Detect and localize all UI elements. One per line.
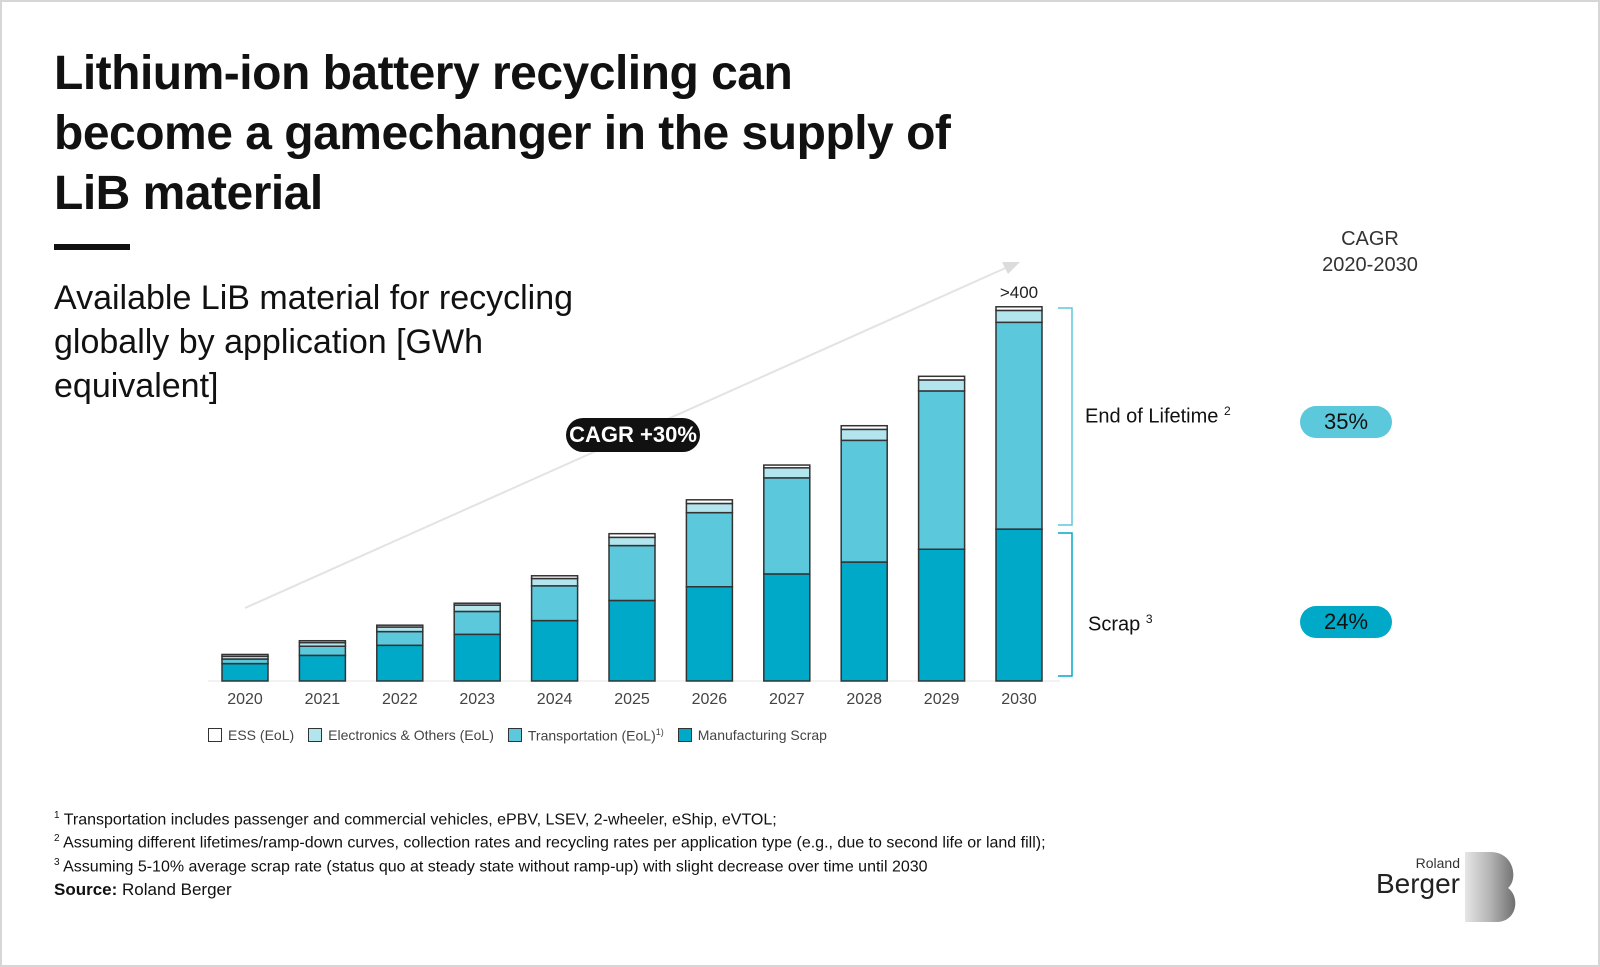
bar-segment-transportation-eol-2023 — [453, 610, 501, 636]
legend-label: ESS (EoL) — [228, 727, 295, 744]
bar-segment-manufacturing-scrap2029 — [917, 548, 966, 682]
roland-berger-b-mark — [1465, 852, 1516, 922]
bar-segment-electronics-others-eol-2023 — [453, 604, 501, 613]
cagr-header: CAGR 2020-2030 — [1270, 226, 1470, 278]
legend-item: ESS (EoL) — [208, 727, 294, 744]
footnote-2: 2 Assuming different lifetimes/ramp-down… — [54, 833, 1046, 852]
scrap-label-text: Scrap — [1088, 613, 1141, 636]
x-tick-label: 2027 — [769, 691, 805, 708]
legend-label: Electronics & Others (EoL) — [328, 727, 494, 744]
bar-segment-electronics-others-eol-2030 — [995, 309, 1043, 324]
overall-cagr-badge: CAGR +30% — [566, 418, 700, 452]
legend-label: Transportation (EoL)1) — [527, 727, 664, 744]
x-tick-label: 2021 — [305, 691, 341, 708]
source-label: Source: — [54, 880, 118, 899]
legend-item: Electronics & Others (EoL) — [308, 727, 494, 744]
scrap-cagr-badge: 24% — [1300, 606, 1392, 638]
eol-label-text: End of Lifetime — [1085, 405, 1219, 428]
bar-segment-transportation-eol-2022 — [376, 630, 424, 647]
bar-segment-manufacturing-scrap2030 — [995, 528, 1043, 682]
bar-segment-manufacturing-scrap2021 — [298, 654, 347, 682]
bar-segment-transportation-eol-2030 — [995, 321, 1043, 530]
bar-segment-transportation-eol-2027 — [763, 477, 811, 575]
x-tick-label: 2024 — [537, 691, 573, 708]
logo-line1: Roland — [1415, 855, 1460, 871]
bar-segment-ess-eol-2020 — [221, 653, 269, 658]
bar-segment-manufacturing-scrap2023 — [453, 633, 501, 682]
x-tick-label: 2025 — [614, 691, 650, 708]
legend-swatch — [677, 728, 692, 743]
eol-cagr-badge: 35% — [1300, 406, 1392, 438]
chart-subtitle: Available LiB material for recycling glo… — [54, 279, 574, 405]
source-line: Source: Roland Berger — [54, 880, 232, 900]
bar-segment-electronics-others-eol-2025 — [608, 536, 656, 547]
bar-segment-transportation-eol-2021 — [298, 645, 347, 657]
legend-item: Transportation (EoL)1) — [507, 727, 664, 744]
bar-segment-transportation-eol-2025 — [608, 544, 656, 602]
legend-item: Manufacturing Scrap — [677, 727, 827, 744]
bar-segment-electronics-others-eol-2028 — [840, 428, 888, 442]
cagr-header-line2: 2020-2030 — [1322, 254, 1418, 276]
legend-label: Manufacturing Scrap — [697, 727, 827, 744]
source-text: Roland Berger — [122, 880, 232, 899]
bar-segment-transportation-eol-2028 — [840, 439, 888, 563]
x-tick-label: 2030 — [1001, 691, 1037, 708]
bar-segment-ess-eol-2025 — [608, 532, 656, 539]
bar-segment-electronics-others-eol-2024 — [530, 577, 579, 587]
page-title: Lithium-ion battery recycling can become… — [54, 47, 951, 220]
chart-legend: ESS (EoL) Electronics & Others (EoL) Trans… — [208, 727, 827, 744]
legend-footnote-mark: 1) — [655, 727, 664, 737]
trend-arrow-head — [1002, 262, 1020, 274]
title-divider — [54, 244, 130, 250]
x-tick-label: 2029 — [924, 691, 960, 708]
bar-segment-transportation-eol-2024 — [530, 585, 579, 622]
scrap-footnote-mark: 3 — [1145, 612, 1153, 626]
eol-bracket — [1058, 307, 1073, 526]
x-tick-label: 2022 — [382, 691, 418, 708]
x-tick-label: 2026 — [692, 691, 728, 708]
legend-swatch — [208, 728, 222, 743]
footnote-3: 3 Assuming 5-10% average scrap rate (sta… — [54, 856, 928, 875]
bar-segment-transportation-eol-2029 — [917, 390, 966, 550]
bar-segment-ess-eol-2024 — [530, 575, 579, 580]
bar-segment-ess-eol-2029 — [917, 375, 966, 381]
scrap-bracket — [1058, 532, 1073, 677]
bar-segment-ess-eol-2022 — [376, 624, 424, 628]
bar-segment-manufacturing-scrap2027 — [763, 573, 811, 682]
x-tick-label: 2020 — [227, 691, 263, 708]
logo-line2: Berger — [1375, 868, 1460, 899]
legend-swatch — [308, 728, 323, 743]
footnotes: 1 Transportation includes passenger and … — [54, 806, 1046, 876]
bar-segment-ess-eol-2028 — [840, 424, 888, 431]
bar-segment-manufacturing-scrap2022 — [376, 644, 424, 682]
bar-segment-ess-eol-2023 — [453, 602, 501, 606]
bar-segment-ess-eol-2026 — [685, 499, 734, 505]
top-value-label: >400 — [1000, 283, 1038, 302]
eol-footnote-mark: 2 — [1223, 404, 1231, 418]
bar-segment-ess-eol-2027 — [763, 464, 811, 469]
scrap-label: Scrap 3 — [1088, 612, 1153, 637]
bar-segment-manufacturing-scrap2020 — [221, 662, 269, 682]
eol-label: End of Lifetime 2 — [1085, 404, 1231, 429]
footnote-1: 1 Transportation includes passenger and … — [54, 810, 777, 829]
bar-segment-ess-eol-2030 — [995, 306, 1043, 312]
x-tick-label: 2023 — [459, 691, 495, 708]
legend-swatch — [507, 728, 522, 743]
cagr-header-line1: CAGR — [1341, 228, 1399, 250]
bar-segment-manufacturing-scrap2028 — [840, 561, 888, 682]
bar-segment-electronics-others-eol-2027 — [763, 467, 811, 479]
bar-segment-manufacturing-scrap2025 — [608, 599, 656, 682]
x-tick-label: 2028 — [846, 691, 882, 708]
roland-berger-logo: Roland Berger — [1370, 855, 1460, 899]
bar-segment-ess-eol-2021 — [298, 639, 347, 644]
bar-segment-electronics-others-eol-2026 — [685, 502, 734, 514]
bar-segment-manufacturing-scrap2024 — [530, 619, 579, 682]
bar-segment-transportation-eol-2026 — [685, 511, 734, 588]
bar-segment-manufacturing-scrap2026 — [685, 586, 734, 682]
bar-segment-electronics-others-eol-2029 — [917, 379, 966, 392]
